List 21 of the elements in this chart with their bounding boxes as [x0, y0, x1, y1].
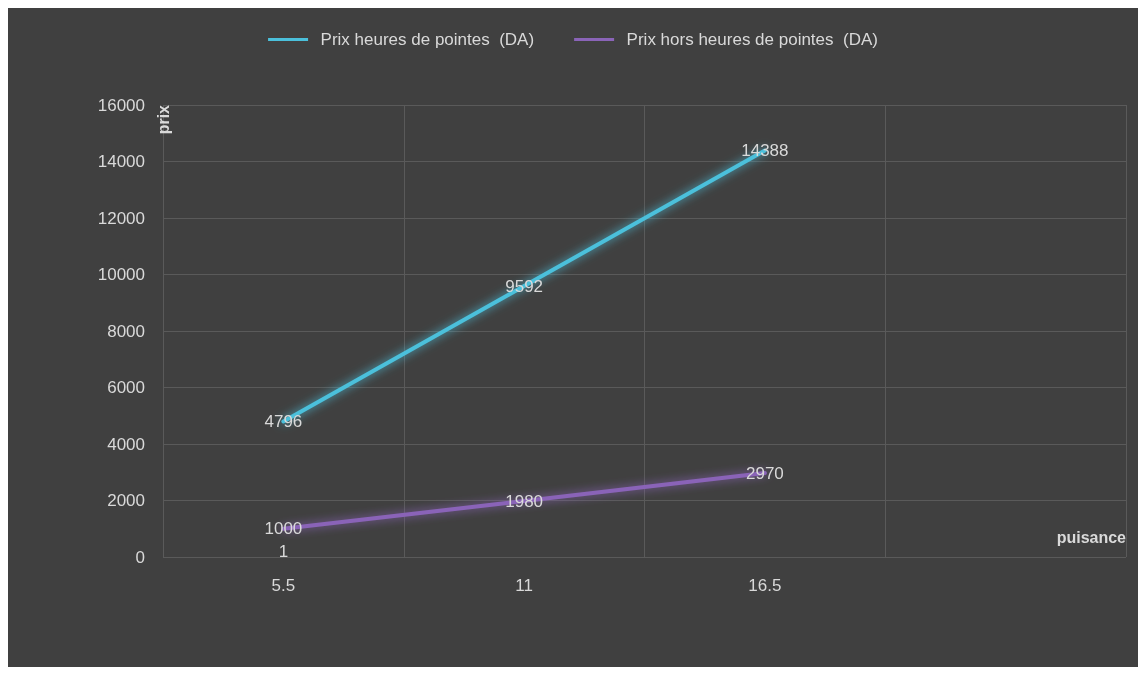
data-label: 14388	[741, 141, 789, 161]
legend-label: Prix heures de pointes (DA)	[320, 30, 535, 49]
y-tick-label: 8000	[107, 321, 145, 341]
x-tick-label: 1 5.5	[271, 541, 296, 595]
y-tick-label: 2000	[107, 491, 145, 510]
legend-label: Prix hors heures de pointes (DA)	[626, 30, 878, 49]
y-tick-label: 10000	[97, 265, 145, 284]
y-tick-label: 6000	[107, 378, 145, 397]
data-label: 1000	[264, 519, 303, 539]
y-axis-title: prix	[154, 104, 172, 135]
y-tick-label: 12000	[97, 208, 145, 228]
y-tick-label: 4000	[107, 434, 145, 454]
data-label: 2970	[745, 463, 784, 483]
data-label: 1980	[505, 491, 544, 511]
x-tick-label: 16.5	[748, 575, 782, 595]
x-tick-label: 11	[515, 575, 533, 595]
data-label: 4796	[264, 412, 303, 432]
y-tick-label: 14000	[97, 152, 145, 171]
y-tick-label: 0	[135, 547, 145, 567]
x-axis-title: puisance	[1056, 528, 1127, 546]
y-tick-label: 16000	[97, 95, 145, 115]
